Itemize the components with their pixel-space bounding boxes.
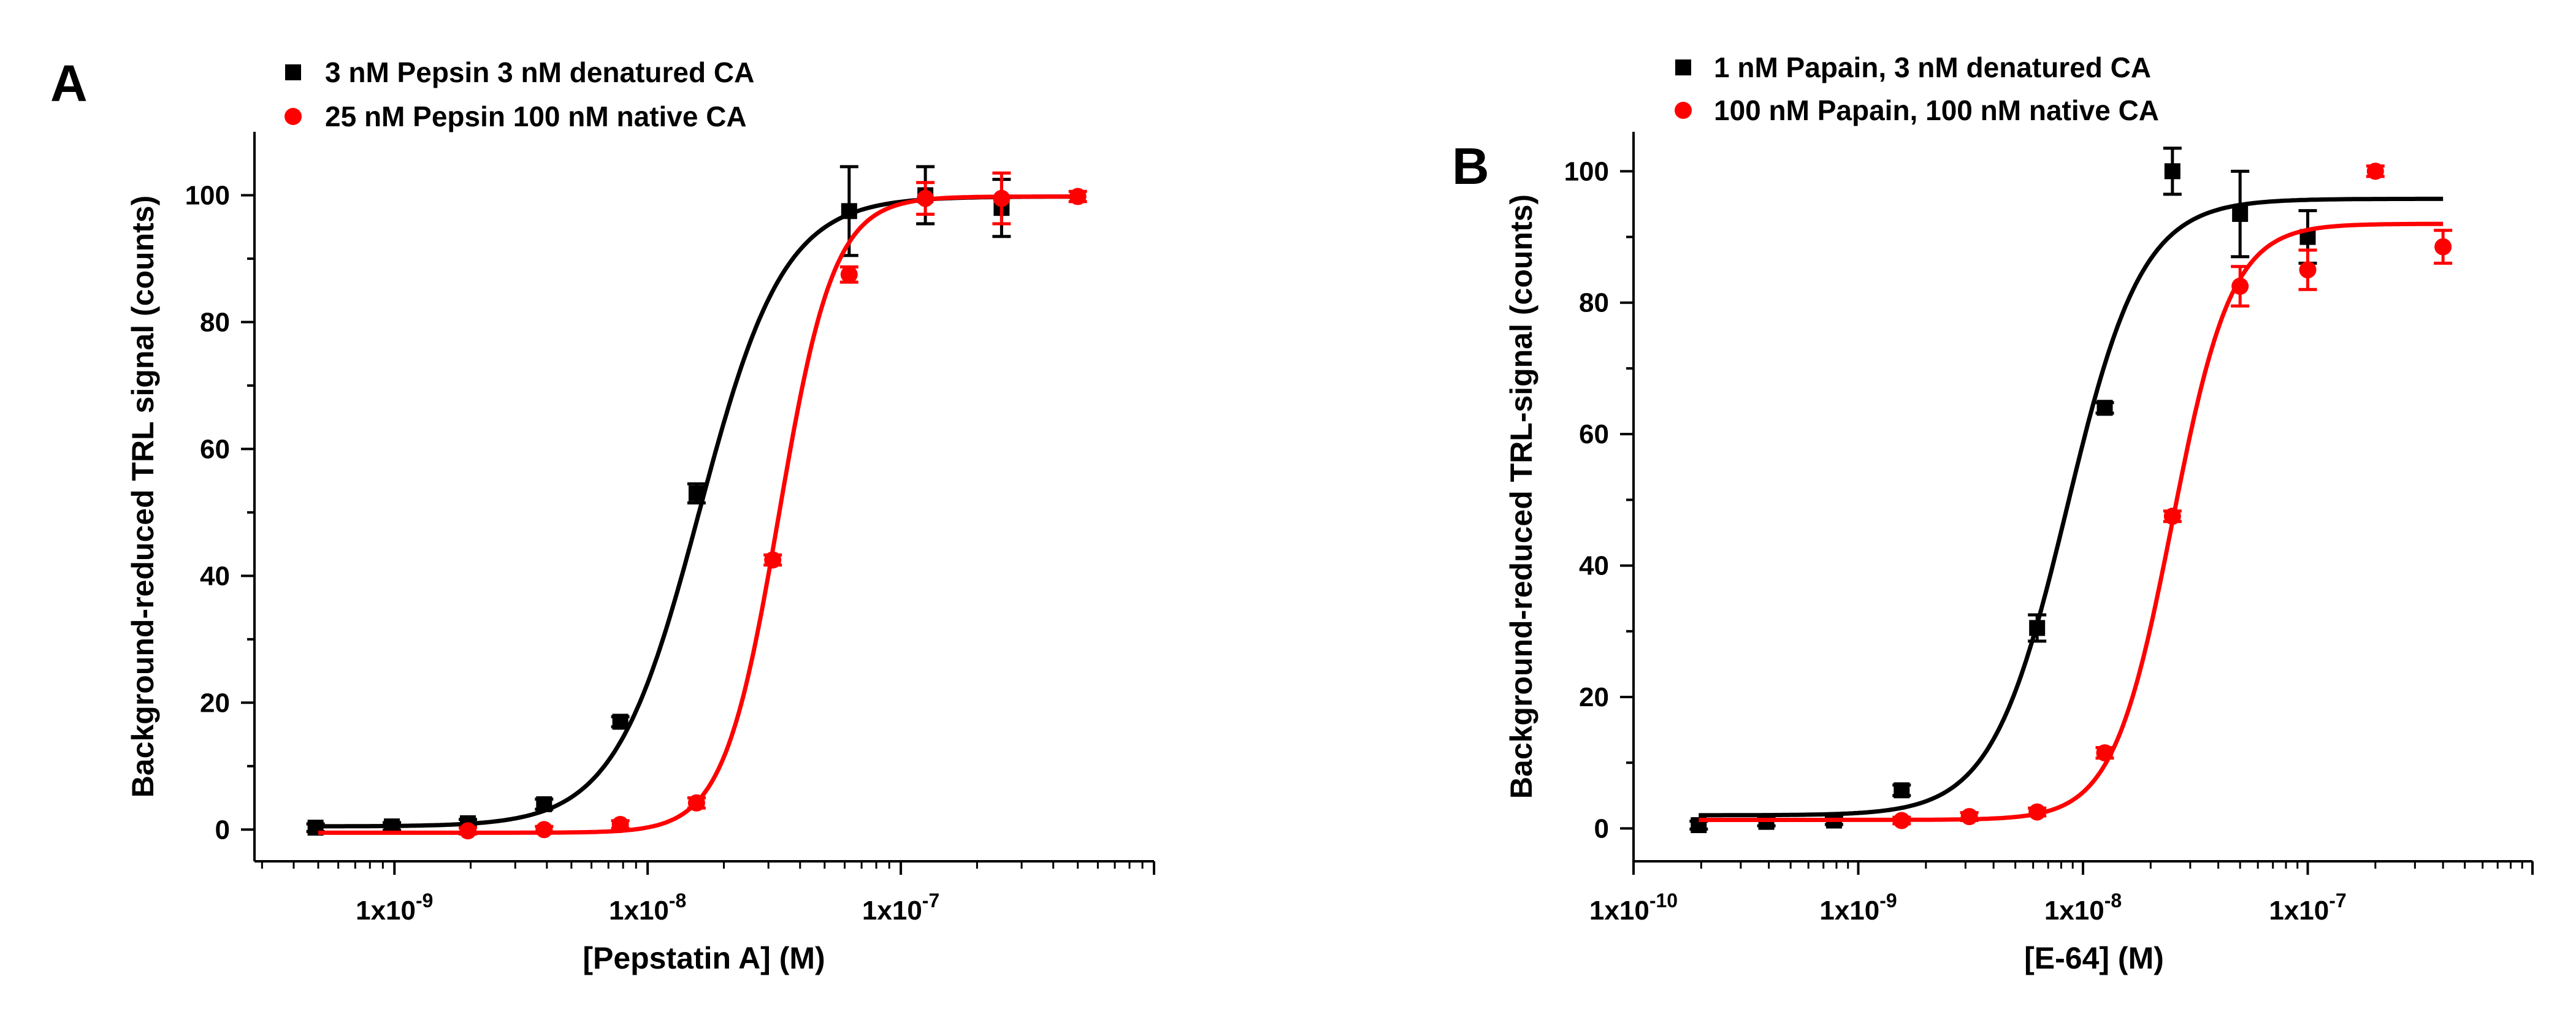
y-tick-label: 60	[200, 434, 230, 464]
x-tick-label: 1x10-9	[1819, 889, 1897, 926]
y-tick-label: 40	[200, 561, 230, 591]
legend-marker	[285, 108, 302, 125]
tick-mantissa: 1x10	[2269, 896, 2329, 926]
legend-label: 100 nM Papain, 100 nM native CA	[1714, 94, 2159, 126]
panel-label-a: A	[50, 55, 88, 112]
y-tick-label: 80	[200, 307, 230, 337]
data-point	[2366, 162, 2384, 180]
series-black-squares	[306, 165, 1078, 836]
data-point	[2096, 744, 2114, 762]
x-tick-label: 1x10-10	[1589, 889, 1678, 926]
x-tick-label: 1x10-7	[2269, 889, 2346, 926]
data-point	[1893, 812, 1911, 829]
series-black-squares	[1689, 147, 2444, 834]
fit-curve	[1699, 221, 2444, 822]
data-point	[2231, 277, 2249, 295]
tick-exponent: -9	[416, 889, 433, 912]
data-point	[611, 815, 629, 833]
x-tick-label: 1x10-8	[2044, 889, 2122, 926]
x-tick-label: 1x10-7	[862, 889, 939, 926]
legend-label: 1 nM Papain, 3 nM denatured CA	[1714, 51, 2151, 83]
y-tick-label: 20	[200, 688, 230, 718]
data-point	[1960, 808, 1978, 826]
data-point	[459, 822, 477, 840]
data-point	[2096, 400, 2113, 416]
data-point	[917, 189, 934, 207]
data-point	[688, 485, 705, 501]
data-point	[535, 821, 553, 839]
y-axis-title: Background-reduced TRL signal (counts)	[126, 196, 160, 798]
tick-exponent: -8	[2104, 889, 2122, 912]
tick-mantissa: 1x10	[1819, 896, 1879, 926]
data-point	[764, 551, 782, 569]
y-tick-label: 60	[1579, 419, 1609, 449]
data-point	[1069, 188, 1087, 205]
tick-exponent: -7	[922, 889, 939, 912]
data-point	[1894, 782, 1910, 799]
data-point	[2163, 508, 2181, 525]
tick-exponent: -9	[1879, 889, 1897, 912]
data-point	[687, 794, 705, 812]
legend-marker	[1675, 59, 1691, 75]
x-tick-label: 1x10-8	[609, 889, 686, 926]
tick-exponent: -7	[2329, 889, 2346, 912]
y-tick-label: 80	[1579, 288, 1609, 318]
legend-label: 25 nM Pepsin 100 nM native CA	[325, 101, 747, 132]
data-point	[2434, 238, 2452, 256]
data-point	[2299, 261, 2317, 279]
y-tick-label: 40	[1579, 551, 1609, 581]
y-tick-label: 20	[1579, 682, 1609, 712]
data-point	[841, 203, 857, 219]
data-point	[2164, 163, 2180, 180]
tick-mantissa: 1x10	[356, 896, 416, 926]
data-point	[2232, 206, 2249, 223]
x-tick-label: 1x10-9	[356, 889, 433, 926]
series-red-circles	[318, 171, 1087, 840]
y-axis-title: Background-reduced TRL-signal (counts)	[1504, 194, 1538, 799]
series-red-circles	[1699, 162, 2453, 829]
y-tick-label: 100	[185, 180, 230, 210]
y-tick-label: 100	[1564, 156, 1609, 186]
y-tick-label: 0	[215, 815, 230, 845]
data-point	[993, 189, 1011, 207]
x-axis-title: [E-64] (M)	[2024, 941, 2164, 975]
fit-curve	[318, 194, 1078, 829]
tick-mantissa: 1x10	[1589, 896, 1649, 926]
x-axis-title: [Pepstatin A] (M)	[583, 941, 825, 975]
data-point	[840, 265, 858, 283]
data-point	[612, 714, 629, 730]
y-tick-label: 0	[1594, 813, 1609, 844]
tick-mantissa: 1x10	[862, 896, 922, 926]
data-point	[2029, 620, 2046, 636]
fit-curve	[1699, 196, 2444, 818]
tick-mantissa: 1x10	[609, 896, 669, 926]
tick-exponent: -10	[1649, 889, 1678, 912]
tick-mantissa: 1x10	[2044, 896, 2104, 926]
panel-label-b: B	[1452, 137, 1489, 195]
legend-label: 3 nM Pepsin 3 nM denatured CA	[325, 56, 754, 88]
tick-exponent: -8	[669, 889, 686, 912]
data-point	[2028, 803, 2046, 821]
data-point	[536, 796, 552, 812]
legend-marker	[285, 64, 301, 80]
legend-marker	[1675, 102, 1692, 119]
